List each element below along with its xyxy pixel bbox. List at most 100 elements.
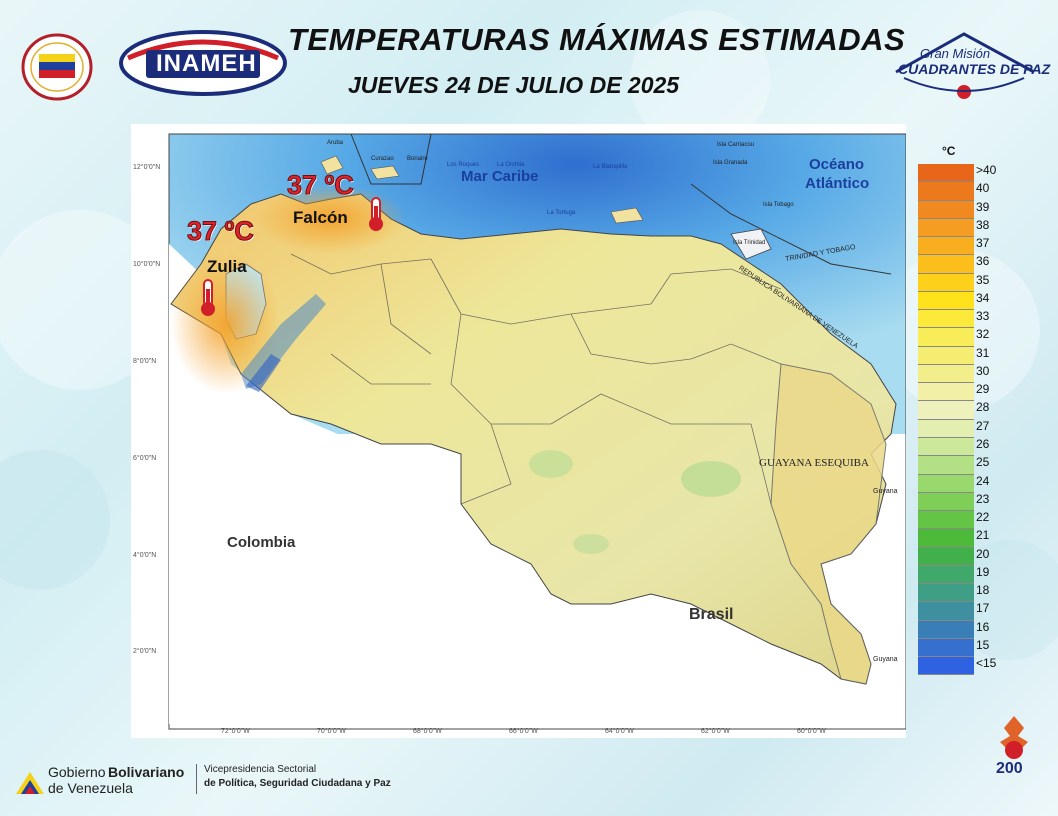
label-guyana-2: Guyana — [873, 656, 898, 663]
gmcp-line2: CUADRANTES DE PAZ — [898, 61, 1051, 77]
inameh-logo: INAMEH — [118, 28, 288, 98]
legend-label: 23 — [976, 491, 990, 506]
gobierno-bolivariano-footer: Gobierno Bolivariano de Venezuela Vicepr… — [14, 758, 404, 802]
legend-swatch — [918, 565, 974, 585]
falcon-temperature: 37 ºC — [287, 170, 355, 201]
legend-label: 37 — [976, 236, 990, 251]
thermometer-icon-zulia — [201, 279, 215, 316]
legend-swatch — [918, 657, 974, 676]
lon-label-60: 60°0'0"W — [797, 728, 826, 735]
page-title: TEMPERATURAS MÁXIMAS ESTIMADAS — [288, 22, 906, 57]
legend-label: 21 — [976, 528, 990, 543]
trinidad-island — [730, 228, 772, 260]
legend-swatch — [918, 237, 974, 256]
legend-swatch — [918, 474, 974, 493]
legend-swatch — [918, 273, 974, 292]
footer-gob-line2: de Venezuela — [48, 780, 133, 796]
thermometer-icon-falcon — [369, 197, 383, 231]
legend-swatch — [918, 419, 974, 438]
venezuela-flag-icon — [16, 772, 44, 794]
label-curazao: Curazao — [371, 156, 394, 162]
legend-labels: >40 40 39 38 37 36 35 34 33 32 31 30 29 28 27 26 25 24 23 2… — [976, 164, 996, 675]
falcon-state-label: Falcón — [293, 208, 348, 227]
legend-swatch — [918, 529, 974, 548]
legend-swatch — [918, 255, 974, 274]
footer-divider — [196, 764, 197, 794]
ministry-seal-logo — [21, 33, 93, 101]
lat-label-4: 4°0'0"N — [133, 552, 157, 559]
inameh-logo-text: INAMEH — [156, 50, 257, 77]
bicentenario-number: 200 — [996, 760, 1023, 777]
legend-label: 22 — [976, 510, 990, 525]
legend-swatch — [918, 310, 974, 329]
lat-label-6: 6°0'0"N — [133, 455, 157, 462]
legend-label: >40 — [976, 163, 997, 177]
legend-label: 20 — [976, 546, 990, 561]
legend-color-bar — [918, 164, 974, 676]
lon-label-70: 70°0'0"W — [317, 728, 346, 735]
zulia-state-label: Zulia — [207, 257, 247, 276]
legend-label: 27 — [976, 418, 990, 433]
label-oceano: Océano — [809, 156, 865, 173]
page-subtitle: JUEVES 24 DE JULIO DE 2025 — [348, 72, 680, 98]
footer-gob-line1-bold: Bolivariano — [108, 764, 185, 780]
lat-label-12: 12°0'0"N — [133, 164, 161, 171]
footer-vice-line1: Vicepresidencia Sectorial — [204, 764, 317, 775]
legend-label: 35 — [976, 272, 990, 287]
label-isla-carriacou: Isla Carriacou — [717, 142, 755, 148]
legend-swatch — [918, 401, 974, 420]
legend-swatch — [918, 328, 974, 347]
lat-label-2: 2°0'0"N — [133, 648, 157, 655]
guayana-esequiba-area — [770, 363, 887, 685]
legend-swatch — [918, 511, 974, 530]
label-la-blanquilla: La Blanquilla — [593, 164, 628, 170]
lon-label-72: 72°0'0"W — [221, 728, 250, 735]
legend-label: 28 — [976, 400, 990, 415]
label-aruba: Aruba — [327, 140, 344, 146]
legend-label: 36 — [976, 254, 990, 269]
lon-label-64: 64°0'0"W — [605, 728, 634, 735]
legend-unit: °C — [942, 144, 956, 158]
legend-label: <15 — [976, 656, 997, 671]
legend-label: 34 — [976, 290, 990, 305]
legend-swatch — [918, 584, 974, 603]
falcon-hot-zone — [256, 184, 406, 254]
label-guayana-esequiba: GUAYANA ESEQUIBA — [759, 457, 869, 469]
legend-label: 15 — [976, 637, 990, 652]
legend-swatch — [918, 437, 974, 457]
legend-swatch — [918, 364, 974, 384]
label-la-orchila: La Orchila — [497, 162, 525, 168]
lon-label-62: 62°0'0"W — [701, 728, 730, 735]
zulia-temperature: 37 ºC — [187, 216, 255, 247]
legend-label: 38 — [976, 217, 990, 232]
lon-label-66: 66°0'0"W — [509, 728, 538, 735]
legend-swatch — [918, 602, 974, 621]
legend-swatch — [918, 164, 974, 183]
label-colombia: Colombia — [227, 534, 296, 551]
legend-swatch — [918, 547, 974, 566]
legend-swatch — [918, 291, 974, 311]
legend-label: 25 — [976, 455, 990, 470]
legend-label: 29 — [976, 382, 990, 397]
legend-label: 39 — [976, 199, 990, 214]
lon-label-68: 68°0'0"W — [413, 728, 442, 735]
label-bonaire: Bonaire — [407, 156, 428, 162]
legend-swatch — [918, 218, 974, 238]
lat-label-10: 10°0'0"N — [133, 261, 161, 268]
temperature-map: 12°0'0"N 10°0'0"N 8°0'0"N 6°0'0"N 4°0'0"… — [131, 124, 906, 738]
legend-swatch — [918, 456, 974, 475]
label-atlantico: Atlántico — [805, 175, 870, 192]
legend-label: 16 — [976, 619, 990, 634]
legend-label: 40 — [976, 181, 990, 196]
label-guyana-1: Guyana — [873, 488, 898, 495]
label-los-roques: Los Roques — [447, 162, 480, 168]
colombia-area — [169, 244, 451, 724]
footer-vice-line2: de Política, Seguridad Ciudadana y Paz — [204, 778, 391, 789]
label-isla-tobago: Isla Tobago — [763, 202, 794, 208]
legend-swatch — [918, 383, 974, 402]
label-mar-caribe: Mar Caribe — [461, 168, 539, 185]
legend-swatch — [918, 620, 974, 639]
cuadrantes-de-paz-logo: Gran Misión CUADRANTES DE PAZ — [884, 26, 1050, 106]
legend-label: 19 — [976, 564, 990, 579]
bicentenario-logo: 200 — [984, 712, 1044, 796]
